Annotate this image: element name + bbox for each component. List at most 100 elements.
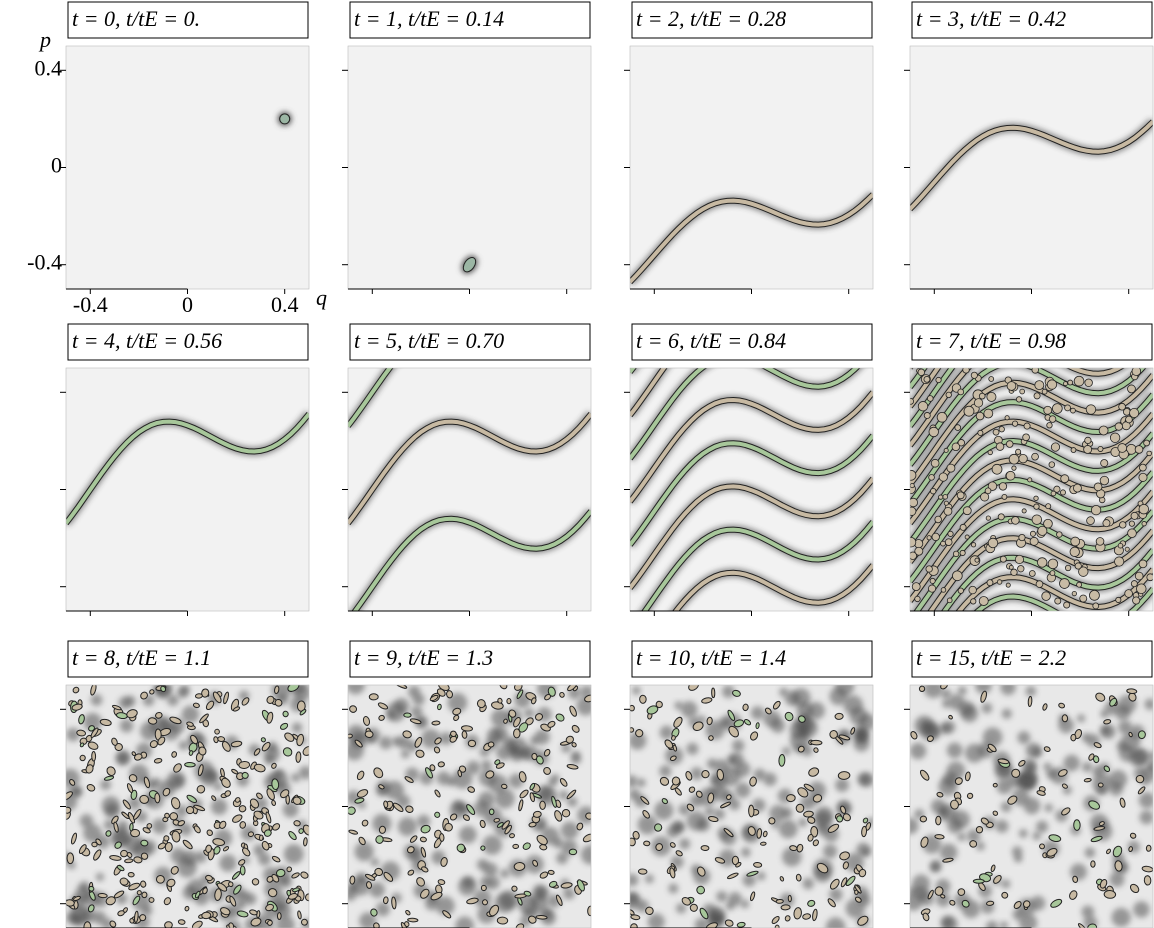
speckle [1015, 448, 1022, 455]
speckle [1043, 405, 1053, 415]
plot-content [630, 368, 873, 611]
shadow [1129, 748, 1148, 767]
shadow [70, 905, 90, 926]
speckle [287, 892, 298, 900]
shadow [78, 881, 90, 893]
shadow [412, 693, 425, 706]
speckle [750, 891, 756, 902]
shadow [258, 852, 271, 866]
speckle [1011, 465, 1017, 471]
speckle [760, 841, 767, 846]
speckle [1146, 450, 1152, 457]
shadow [740, 847, 751, 858]
stripe [910, 368, 1146, 467]
shadow [808, 781, 826, 800]
speckle [126, 852, 133, 858]
shadow [930, 859, 942, 872]
speckle [802, 913, 812, 920]
shadow [476, 858, 489, 871]
speckle [654, 823, 663, 832]
speckle [637, 868, 648, 875]
speckle [1084, 436, 1092, 445]
shadow [492, 726, 509, 742]
density-core [279, 113, 291, 125]
speckle [106, 766, 116, 776]
speckle [87, 741, 99, 750]
speckle [1050, 898, 1063, 908]
speckle [265, 903, 275, 912]
speckle [997, 758, 1010, 765]
speckle [983, 408, 994, 419]
speckle [547, 720, 556, 728]
shadow [946, 742, 963, 759]
speckle [1059, 489, 1066, 496]
speckle [171, 751, 178, 758]
speckle [946, 597, 953, 604]
speckle [364, 730, 374, 739]
speckle [746, 870, 759, 877]
panel: t = 8, t/tE = 1.1 [60, 640, 310, 928]
speckle [797, 745, 805, 753]
speckle [984, 487, 992, 495]
speckle [944, 538, 953, 546]
speckle [842, 861, 849, 870]
shadow [637, 814, 658, 835]
speckle [1134, 571, 1144, 581]
shadow [92, 911, 107, 925]
shadow [942, 699, 951, 709]
speckle [1036, 790, 1046, 796]
title-box [349, 1, 591, 39]
speckle [501, 820, 510, 830]
stripe [673, 563, 873, 611]
panel: t = 0, t/tE = 0. -0.4 0 0.4 -0.4 0 0.4 p q [27, 1, 327, 317]
speckle [1114, 556, 1125, 567]
speckle [1117, 443, 1128, 453]
shadow [436, 771, 451, 786]
speckle [755, 722, 760, 730]
shadow [976, 841, 985, 851]
speckle [1109, 432, 1121, 443]
speckle [664, 739, 674, 749]
speckle [383, 800, 389, 809]
y-tick-label: 0.4 [35, 55, 63, 80]
speckle [975, 825, 984, 834]
speckle [914, 546, 924, 556]
title-box [67, 1, 309, 39]
speckle [434, 811, 441, 818]
speckle [1042, 703, 1048, 711]
speckle [720, 801, 732, 809]
speckle [297, 910, 302, 920]
speckle [117, 910, 125, 917]
speckle [164, 841, 173, 853]
speckle [1073, 375, 1085, 387]
shadow [535, 886, 550, 901]
speckle [177, 919, 186, 925]
speckle [655, 700, 663, 709]
speckle [756, 828, 763, 839]
speckle [1125, 415, 1133, 424]
speckle [444, 822, 453, 832]
shadow [686, 742, 699, 755]
speckle [689, 903, 698, 912]
speckle [126, 783, 134, 794]
shadow [1082, 761, 1093, 773]
speckle [249, 909, 258, 916]
shadow [194, 851, 207, 863]
stripe [910, 368, 1123, 447]
speckle [76, 729, 87, 737]
speckle [349, 705, 358, 713]
speckle [220, 907, 231, 916]
shadow [854, 728, 868, 742]
speckle [1119, 521, 1127, 529]
speckle [1061, 714, 1069, 723]
speckle [485, 770, 495, 779]
speckle [1067, 379, 1074, 386]
speckle [796, 843, 804, 853]
speckle [1143, 875, 1152, 886]
speckle [957, 439, 965, 447]
speckle [1017, 565, 1025, 573]
speckle [1093, 742, 1102, 749]
speckle [938, 494, 944, 500]
speckle [116, 865, 125, 872]
speckle [948, 714, 953, 720]
